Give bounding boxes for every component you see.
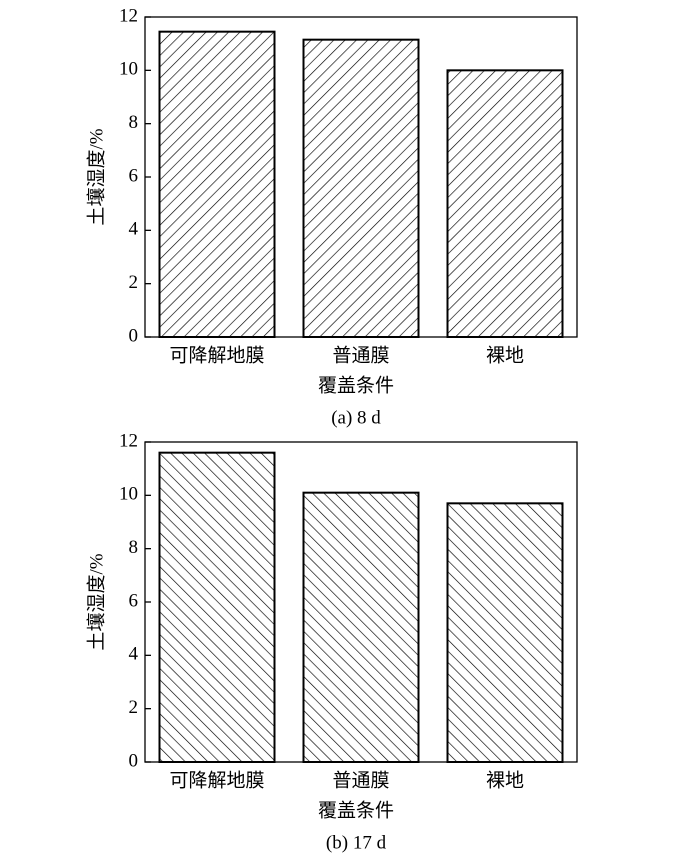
y-tick-label: 0 <box>129 750 139 771</box>
y-tick-label: 4 <box>129 644 139 665</box>
x-axis-label: 覆盖条件 <box>318 374 394 396</box>
x-tick-label: 裸地 <box>486 344 524 366</box>
x-tick-label: 裸地 <box>486 769 524 791</box>
bar <box>446 502 564 763</box>
y-tick-label: 2 <box>129 697 139 718</box>
y-tick-label: 2 <box>129 272 139 293</box>
y-tick-label: 6 <box>129 165 139 186</box>
x-tick-label: 可降解地膜 <box>169 344 264 366</box>
y-tick-label: 8 <box>129 537 139 558</box>
y-tick-label: 8 <box>129 112 139 133</box>
bar <box>158 30 276 339</box>
y-tick-label: 10 <box>119 484 138 505</box>
y-tick-label: 0 <box>129 325 139 346</box>
bar <box>302 491 420 763</box>
y-tick-label: 6 <box>129 590 139 611</box>
x-tick-label: 可降解地膜 <box>169 769 264 791</box>
caption: (a) 8 d <box>331 407 381 428</box>
y-tick-label: 10 <box>119 59 138 80</box>
x-tick-label: 普通膜 <box>332 344 389 366</box>
y-axis-label: 土壤湿度/% <box>85 128 107 225</box>
bar <box>302 38 420 339</box>
caption: (b) 17 d <box>326 832 387 853</box>
x-axis-label: 覆盖条件 <box>318 799 394 821</box>
y-axis-label: 土壤湿度/% <box>85 553 107 650</box>
bar <box>158 451 276 763</box>
y-tick-label: 12 <box>119 5 138 26</box>
bar <box>446 69 564 338</box>
y-tick-label: 4 <box>129 219 139 240</box>
x-tick-label: 普通膜 <box>332 769 389 791</box>
y-tick-label: 12 <box>119 430 138 451</box>
